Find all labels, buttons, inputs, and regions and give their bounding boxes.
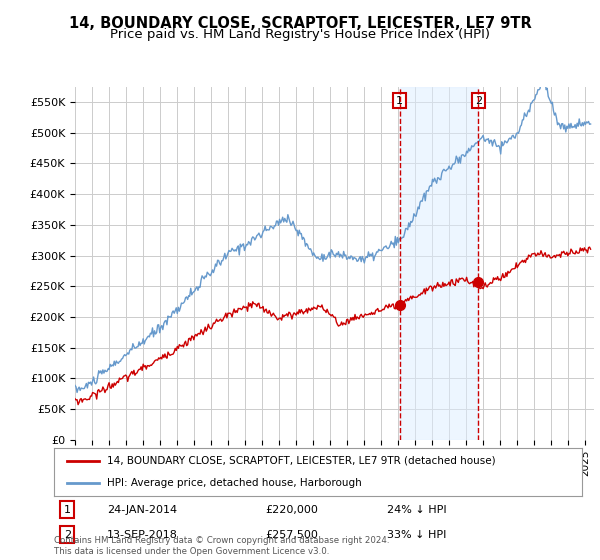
Text: £220,000: £220,000 [265, 505, 318, 515]
Bar [400, 87, 478, 440]
Text: £257,500: £257,500 [265, 530, 318, 540]
Text: HPI: Average price, detached house, Harborough: HPI: Average price, detached house, Harb… [107, 478, 362, 488]
Text: 14, BOUNDARY CLOSE, SCRAPTOFT, LEICESTER, LE7 9TR: 14, BOUNDARY CLOSE, SCRAPTOFT, LEICESTER… [68, 16, 532, 31]
Text: 2: 2 [475, 96, 482, 106]
Text: Price paid vs. HM Land Registry's House Price Index (HPI): Price paid vs. HM Land Registry's House … [110, 28, 490, 41]
Text: 24-JAN-2014: 24-JAN-2014 [107, 505, 177, 515]
Text: 24% ↓ HPI: 24% ↓ HPI [386, 505, 446, 515]
Text: 33% ↓ HPI: 33% ↓ HPI [386, 530, 446, 540]
Text: 1: 1 [396, 96, 403, 106]
Text: 13-SEP-2018: 13-SEP-2018 [107, 530, 178, 540]
Text: Contains HM Land Registry data © Crown copyright and database right 2024.
This d: Contains HM Land Registry data © Crown c… [54, 536, 389, 556]
Text: 14, BOUNDARY CLOSE, SCRAPTOFT, LEICESTER, LE7 9TR (detached house): 14, BOUNDARY CLOSE, SCRAPTOFT, LEICESTER… [107, 456, 496, 466]
Text: 1: 1 [64, 505, 71, 515]
Text: 2: 2 [64, 530, 71, 540]
